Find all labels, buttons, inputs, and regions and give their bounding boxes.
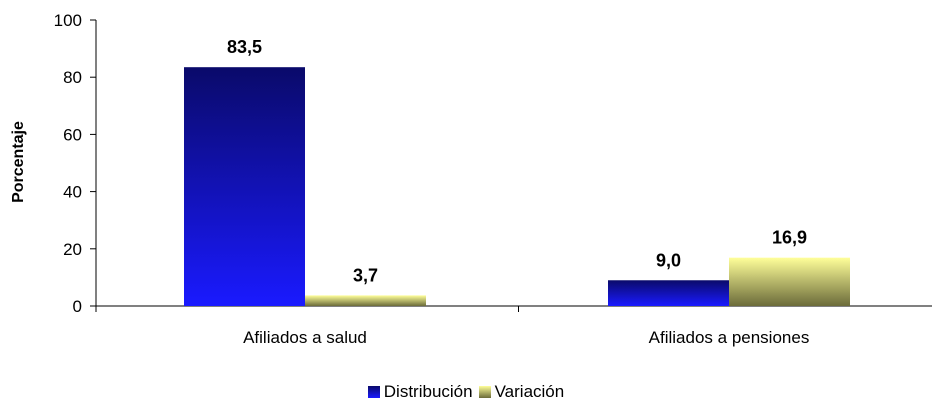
bar-0-1 xyxy=(305,295,426,306)
data-label: 16,9 xyxy=(772,228,807,248)
x-tick-label: Afiliados a salud xyxy=(243,328,367,347)
data-label: 83,5 xyxy=(227,37,262,57)
y-tick-label: 20 xyxy=(63,240,82,259)
legend-label-distribucion: Distribución xyxy=(383,382,473,401)
y-axis-label: Porcentaje xyxy=(10,121,27,203)
legend: Distribución Variación xyxy=(0,382,932,402)
data-labels: 83,5 3,7 9,0 16,9 xyxy=(227,37,807,285)
bar-0-0 xyxy=(184,67,305,306)
y-tick-label: 60 xyxy=(63,125,82,144)
bar-1-0 xyxy=(608,280,729,306)
legend-item-variacion: Variación xyxy=(478,382,565,402)
y-tick-labels: 0 20 40 60 80 100 xyxy=(54,11,82,316)
y-tick-label: 80 xyxy=(63,68,82,87)
legend-swatch-variacion xyxy=(478,386,491,398)
y-tick-label: 100 xyxy=(54,11,82,30)
legend-item-distribucion: Distribución xyxy=(367,382,473,402)
data-label: 9,0 xyxy=(656,250,681,270)
data-label: 3,7 xyxy=(353,265,378,285)
bars xyxy=(184,67,850,306)
x-tick-labels: Afiliados a salud Afiliados a pensiones xyxy=(243,328,809,347)
x-tick-label: Afiliados a pensiones xyxy=(649,328,810,347)
y-tick-label: 40 xyxy=(63,183,82,202)
y-tick-label: 0 xyxy=(73,297,82,316)
legend-swatch-distribucion xyxy=(367,386,380,398)
legend-label-variacion: Variación xyxy=(494,382,565,401)
bar-1-1 xyxy=(729,257,850,306)
